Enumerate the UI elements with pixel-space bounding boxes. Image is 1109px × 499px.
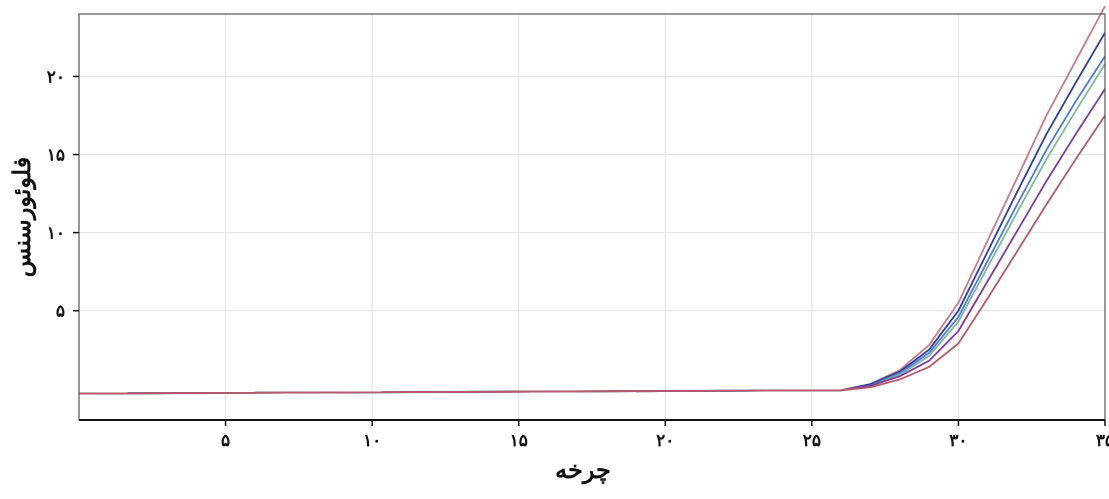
y-tick-label: ۱۰ [47, 224, 65, 244]
y-tick-label: ۲۰ [47, 67, 65, 87]
plot-background [79, 14, 1105, 420]
x-tick-label: ۲۰ [656, 431, 674, 451]
x-tick-label: ۲۵ [803, 431, 821, 451]
y-ticks: ۵ ۱۰ ۱۵ ۲۰ [47, 67, 79, 322]
y-tick-label: ۱۵ [47, 146, 65, 166]
series-line-2 [78, 32, 1106, 395]
x-tick-label: ۳۰ [949, 431, 967, 451]
x-tick-label: ۱۰ [363, 431, 381, 451]
y-tick-label: ۵ [56, 302, 65, 322]
series-line-5 [78, 88, 1106, 395]
series-group [78, 5, 1106, 395]
x-tick-label: ۵ [221, 431, 230, 451]
x-tick-label: ۳۵ [1096, 431, 1109, 451]
x-axis-title: چرخه [555, 455, 611, 485]
y-axis-title: فلوئورسنس [7, 157, 37, 277]
x-tick-label: ۱۵ [510, 431, 528, 451]
series-line-6 [78, 114, 1106, 395]
x-ticks: ۵ ۱۰ ۱۵ ۲۰ ۲۵ ۳۰ ۳۵ [221, 420, 1109, 451]
grid-lines [79, 14, 1106, 420]
